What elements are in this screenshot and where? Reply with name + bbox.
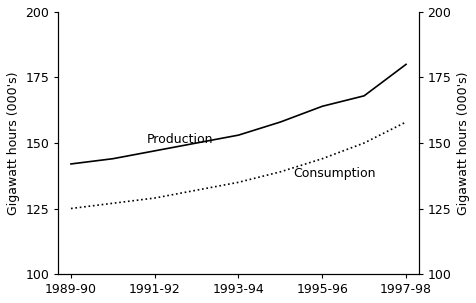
Text: Consumption: Consumption <box>292 167 375 180</box>
Y-axis label: Gigawatt hours (000's): Gigawatt hours (000's) <box>7 71 20 215</box>
Y-axis label: Gigawatt hours (000's): Gigawatt hours (000's) <box>456 71 469 215</box>
Text: Production: Production <box>146 133 212 146</box>
